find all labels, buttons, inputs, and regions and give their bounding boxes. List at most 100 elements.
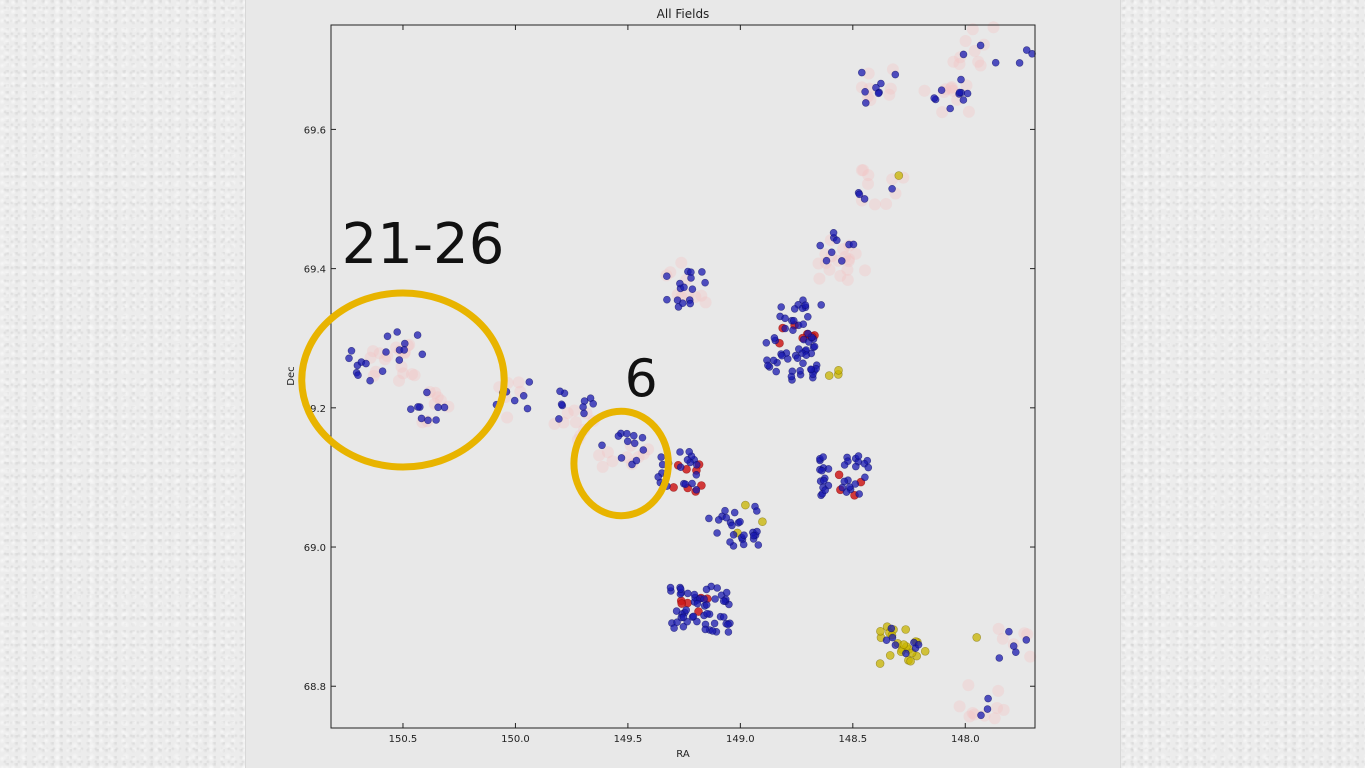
blue-marker xyxy=(1009,642,1018,650)
blue-marker xyxy=(789,326,797,335)
blue-marker xyxy=(434,403,442,412)
blue-marker xyxy=(819,476,828,485)
plot-area xyxy=(331,25,1035,728)
blue-marker xyxy=(781,314,789,323)
blue-marker xyxy=(685,447,694,456)
blue-marker xyxy=(803,312,812,321)
pink-marker xyxy=(992,622,1005,635)
blue-marker xyxy=(703,609,711,618)
pink-marker xyxy=(991,702,1003,714)
blue-marker xyxy=(383,332,392,341)
x-tick-label: 149.5 xyxy=(614,734,643,745)
blue-marker xyxy=(995,654,1004,662)
y-tick-label: 69.0 xyxy=(304,543,326,554)
blue-marker xyxy=(778,351,786,360)
blue-marker xyxy=(902,649,910,658)
pink-marker xyxy=(953,58,966,70)
blue-marker xyxy=(799,359,807,368)
pink-marker xyxy=(996,632,1009,645)
pink-marker xyxy=(834,269,847,282)
blue-marker xyxy=(382,348,390,356)
blue-marker xyxy=(991,58,1000,67)
blue-marker xyxy=(789,316,798,325)
blue-marker xyxy=(937,86,946,94)
blue-marker xyxy=(801,301,810,310)
y-tick-label: 68.8 xyxy=(304,682,326,693)
blue-marker xyxy=(772,367,781,376)
blue-marker xyxy=(690,590,699,599)
pink-marker xyxy=(974,59,987,72)
pink-marker xyxy=(1018,627,1031,640)
blue-marker xyxy=(689,612,698,621)
yellow-marker xyxy=(824,371,834,380)
pink-marker xyxy=(880,198,893,210)
blue-marker xyxy=(824,465,833,473)
blue-marker xyxy=(692,485,701,494)
pink-marker xyxy=(962,679,975,692)
blue-marker xyxy=(983,705,992,713)
blue-marker xyxy=(519,391,528,400)
blue-marker xyxy=(440,403,449,412)
blue-marker xyxy=(525,378,534,386)
blue-marker xyxy=(861,88,869,96)
pink-marker xyxy=(987,21,1000,34)
red-marker xyxy=(694,607,703,616)
blue-marker xyxy=(662,272,671,281)
pink-marker xyxy=(862,177,874,190)
pink-marker xyxy=(966,707,979,719)
pink-marker xyxy=(369,365,382,378)
blue-marker xyxy=(860,195,869,203)
blue-marker xyxy=(977,711,985,720)
annotation-ellipse xyxy=(298,289,508,471)
blue-marker xyxy=(638,433,647,442)
yellow-marker xyxy=(972,633,982,642)
blue-marker xyxy=(810,342,819,351)
pink-marker xyxy=(601,446,614,459)
blue-marker xyxy=(724,628,733,636)
pink-marker xyxy=(842,255,855,268)
blue-marker xyxy=(630,439,639,448)
blue-marker xyxy=(347,346,356,355)
blue-marker xyxy=(769,356,778,365)
yellow-marker xyxy=(899,640,909,649)
blue-marker xyxy=(1022,46,1031,54)
blue-marker xyxy=(692,470,701,479)
blue-marker xyxy=(683,455,692,464)
pink-marker xyxy=(968,708,981,721)
yellow-marker xyxy=(906,656,915,666)
blue-marker xyxy=(679,622,688,631)
blue-marker xyxy=(711,595,719,603)
plot-frame xyxy=(330,24,1036,729)
blue-marker xyxy=(874,89,883,98)
blue-marker xyxy=(614,432,623,440)
blue-marker xyxy=(946,104,955,113)
pink-marker xyxy=(868,198,881,211)
yellow-marker xyxy=(894,171,904,180)
blue-marker xyxy=(366,376,374,385)
blue-marker xyxy=(705,514,713,523)
blue-marker xyxy=(688,285,697,294)
blue-marker xyxy=(632,456,641,465)
blue-marker xyxy=(959,50,968,59)
blue-marker xyxy=(680,283,688,292)
blue-marker xyxy=(802,351,811,360)
pink-marker xyxy=(963,710,976,723)
blue-marker xyxy=(770,334,779,342)
blue-marker xyxy=(796,366,804,375)
blue-marker xyxy=(556,387,564,396)
pink-marker xyxy=(593,449,606,462)
x-tick-label: 149.0 xyxy=(726,734,755,745)
pink-marker xyxy=(959,35,972,47)
blue-marker xyxy=(722,588,731,597)
blue-marker xyxy=(963,89,972,98)
blue-marker xyxy=(976,41,985,50)
blue-marker xyxy=(794,345,803,353)
blue-marker xyxy=(629,431,638,440)
blue-marker xyxy=(393,328,402,336)
blue-marker xyxy=(714,516,723,524)
blue-marker xyxy=(682,606,691,614)
blue-marker xyxy=(555,415,563,423)
blue-marker xyxy=(623,437,632,446)
blue-marker xyxy=(891,641,900,649)
blue-marker xyxy=(984,694,992,703)
